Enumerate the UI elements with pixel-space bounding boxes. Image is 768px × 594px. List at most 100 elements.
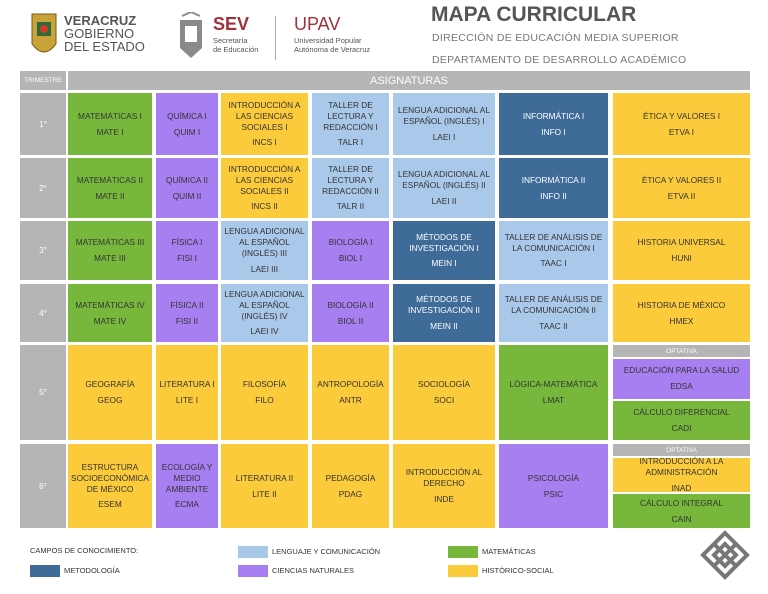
subject-cell: QUÍMICA II QUIM II: [156, 158, 218, 218]
subject-code: BIOL I: [338, 253, 363, 263]
sev-logo: [180, 12, 202, 58]
subject-cell: TALLER DE ANÁLISIS DE LA COMUNICACIÓN I T…: [499, 221, 608, 280]
period-label: 4°: [20, 284, 66, 342]
subject-cell: FÍSICA I FISI I: [156, 221, 218, 280]
subject-name: SOCIOLOGÍA: [417, 379, 471, 390]
subject-code: MEIN I: [431, 258, 457, 269]
subject-name: INFORMÁTICA I: [522, 110, 585, 121]
subject-name: MÉTODOS DE INVESTIGACIÓN II: [408, 294, 480, 316]
subject-code: ESEM: [98, 499, 122, 510]
subject-cell: ANTROPOLOGÍA ANTR: [312, 345, 389, 440]
upav-name: Universidad Popular Autónoma de Veracruz: [294, 36, 370, 54]
subject-cell: GEOGRAFÍA GEOG: [68, 345, 152, 440]
title: MAPA CURRICULAR: [431, 3, 637, 26]
knot-icon: [700, 530, 750, 580]
subject-name: LENGUA ADICIONAL AL ESPAÑOL (INGLÉS) I: [398, 105, 490, 127]
subject-name: GEOGRAFÍA: [85, 379, 135, 390]
subject-cell: BIOLOGÍA II BIOL II: [312, 284, 389, 342]
subject-code: ECMA: [175, 499, 199, 510]
subject-code: MATE I: [96, 126, 124, 137]
subject-code: INFO I: [541, 126, 566, 137]
subject-cell: LITERATURA I LITE I: [156, 345, 218, 440]
subject-name: INTRODUCCIÓN AL DERECHO: [405, 467, 483, 489]
subject-code: MEIN II: [430, 320, 458, 331]
sev-acronym: SEV: [213, 14, 250, 34]
subject-code: GEOG: [97, 395, 123, 405]
subject-cell: ESTRUCTURA SOCIOECONÓMICA DE MÉXICO ESEM: [68, 444, 152, 528]
subject-code: ANTR: [339, 395, 362, 405]
subject-cell: MÉTODOS DE INVESTIGACIÓN I MEIN I: [393, 221, 495, 280]
subject-code: TAAC II: [539, 320, 568, 331]
subject-name: MATEMÁTICAS IV: [75, 299, 145, 310]
subtitle: DIRECCIÓN DE EDUCACIÓN MEDIA SUPERIOR: [432, 32, 679, 44]
optional-header: OPTATIVA: [613, 444, 750, 456]
subject-cell: PSICOLOGÍA PSIC: [499, 444, 608, 528]
subjects-header: ASIGNATURAS: [68, 71, 750, 90]
subject-name: MATEMÁTICAS III: [75, 237, 145, 248]
subject-cell: HISTORIA UNIVERSAL HUNI: [613, 221, 750, 280]
subject-code: LAEI II: [431, 195, 457, 206]
subject-name: HISTORIA UNIVERSAL: [637, 237, 726, 248]
subject-name: MATEMÁTICAS I: [78, 110, 142, 121]
legend-label: CIENCIAS NATURALES: [272, 566, 354, 575]
period-header: TRIMESTRE: [20, 71, 66, 90]
subject-code: BIOL II: [337, 315, 364, 326]
optional-header: OPTATIVA: [613, 345, 750, 357]
subject-name: TALLER DE ANÁLISIS DE LA COMUNICACIÓN I: [504, 231, 603, 253]
subject-name: MATEMÁTICAS II: [76, 174, 144, 185]
subject-name: BIOLOGÍA I: [328, 237, 373, 248]
sev-line: Secretaría: [213, 36, 248, 45]
state-name: VERACRUZ GOBIERNO DEL ESTADO: [64, 14, 145, 53]
subject-cell: FÍSICA II FISI II: [156, 284, 218, 342]
legend-label: LENGUAJE Y COMUNICACIÓN: [272, 547, 381, 556]
subject-name: MÉTODOS DE INVESTIGACIÓN I: [409, 231, 479, 253]
subject-name: LITERATURA I: [159, 379, 215, 390]
subject-code: LAEI III: [250, 263, 279, 274]
subject-cell: LENGUA ADICIONAL AL ESPAÑOL (INGLÉS) IV L…: [221, 284, 308, 342]
subject-name: FÍSICA II: [170, 299, 204, 310]
subject-code: FISI II: [175, 315, 199, 326]
subject-cell: INTRODUCCIÓN A LAS CIENCIAS SOCIALES II I…: [221, 158, 308, 218]
subtitle: DEPARTAMENTO DE DESARROLLO ACADÉMICO: [432, 54, 687, 66]
subject-cell: HISTORIA DE MÉXICO HMEX: [613, 284, 750, 342]
subject-code: ETVA II: [667, 190, 696, 201]
subject-name: INFORMÁTICA II: [521, 174, 586, 185]
upav-line: Universidad Popular: [294, 36, 362, 45]
subject-code: LITE I: [175, 395, 199, 405]
subject-code: CAIN: [671, 513, 692, 524]
subject-code: ETVA I: [668, 126, 695, 137]
period-label: 2°: [20, 158, 66, 218]
subject-name: PSICOLOGÍA: [527, 472, 580, 483]
subject-name: TALLER DE LECTURA Y REDACCIÓN I: [323, 99, 378, 132]
upav-acronym: UPAV: [294, 14, 341, 34]
subject-name: LENGUA ADICIONAL AL ESPAÑOL (INGLÉS) III: [224, 226, 305, 258]
subject-code: TALR I: [337, 137, 364, 148]
subject-name: PEDAGOGÍA: [325, 472, 376, 483]
legend-swatch: [448, 546, 478, 558]
subject-code: INDE: [434, 493, 454, 504]
state-line: GOBIERNO: [64, 26, 135, 41]
subject-code: LITE II: [252, 488, 277, 499]
subject-name: ANTROPOLOGÍA: [317, 379, 384, 390]
sev-name: Secretaría de Educación: [213, 36, 258, 54]
state-line: DEL ESTADO: [64, 39, 145, 54]
subject-cell: BIOLOGÍA I BIOL I: [312, 221, 389, 280]
state-line: VERACRUZ: [64, 13, 137, 28]
subject-code: EDSA: [670, 381, 693, 392]
subject-code: LAEI I: [432, 131, 456, 142]
subject-code: MATE III: [94, 253, 126, 263]
subject-name: ÉTICA Y VALORES I: [642, 110, 720, 121]
subject-cell: MATEMÁTICAS IV MATE IV: [68, 284, 152, 342]
subject-code: MATE II: [95, 190, 125, 201]
legend-swatch: [238, 546, 268, 558]
subject-code: PSIC: [543, 488, 564, 499]
subject-cell: LENGUA ADICIONAL AL ESPAÑOL (INGLÉS) III…: [221, 221, 308, 280]
subject-cell: QUÍMICA I QUIM I: [156, 93, 218, 155]
subject-code: INFO II: [540, 190, 567, 201]
legend-label: METODOLOGÍA: [64, 566, 120, 575]
subject-name: INTRODUCCIÓN A LA ADMINISTRACIÓN: [639, 456, 724, 478]
subject-cell: SOCIOLOGÍA SOCI: [393, 345, 495, 440]
subject-code: HMEX: [669, 315, 694, 326]
subject-cell: FILOSOFÍA FILO: [221, 345, 308, 440]
period-label: 6°: [20, 444, 66, 528]
